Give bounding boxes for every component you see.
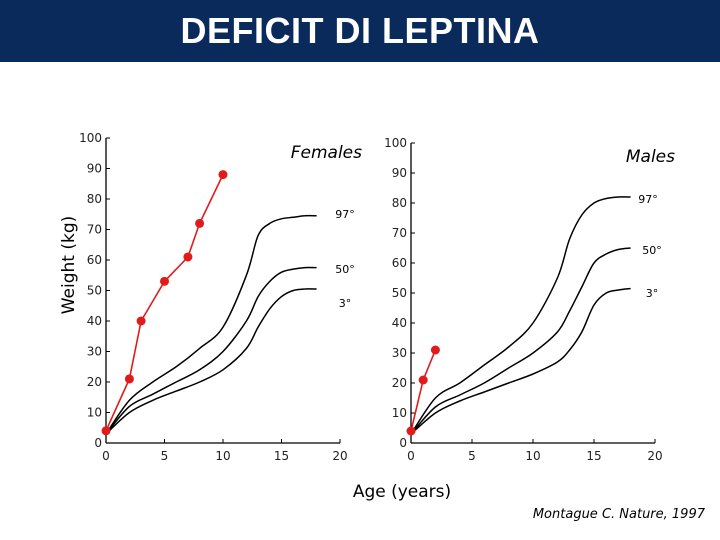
y-tick-label: 90	[392, 166, 407, 180]
y-tick-label: 30	[392, 346, 407, 360]
x-tick-label: 10	[525, 449, 540, 463]
patient-data-point	[418, 375, 428, 385]
citation: Montague C. Nature, 1997	[533, 507, 706, 522]
patient-data-point	[195, 218, 205, 228]
percentile-label: 3°	[339, 297, 352, 310]
x-tick-label: 5	[161, 449, 169, 463]
y-tick-label: 80	[87, 192, 102, 206]
x-tick-label: 5	[468, 449, 476, 463]
percentile-label: 3°	[646, 287, 659, 300]
patient-data-point	[430, 345, 440, 355]
y-tick-label: 70	[87, 223, 102, 237]
y-tick-label: 0	[399, 436, 407, 450]
percentile-curve	[105, 288, 317, 435]
panel-title: Females	[291, 143, 362, 163]
females-chart: 0 10 20 30 40 50 60 70 80 90 100 0 5 10 15 20 Females 97°…	[79, 131, 362, 463]
percentile-label: 50°	[642, 244, 662, 257]
x-tick-label: 10	[215, 449, 230, 463]
y-tick-label: 70	[392, 226, 407, 240]
x-tick-label: 20	[647, 449, 662, 463]
x-tick-label: 0	[102, 449, 110, 463]
x-tick-label: 20	[332, 449, 347, 463]
y-tick-label: 60	[392, 256, 407, 270]
y-tick-label: 10	[392, 406, 407, 420]
y-tick-label: 80	[392, 196, 407, 210]
y-axis-label: Weight (kg)	[59, 216, 79, 315]
y-tick-label: 40	[87, 314, 102, 328]
y-tick-label: 20	[87, 375, 102, 389]
percentile-curve	[410, 196, 631, 435]
percentile-label: 97°	[638, 193, 658, 206]
patient-data-point	[160, 276, 169, 286]
x-axis-label: Age (years)	[353, 482, 451, 502]
y-tick-label: 100	[384, 136, 407, 150]
x-tick-label: 15	[274, 449, 289, 463]
y-tick-label: 100	[79, 131, 102, 145]
percentile-curve	[105, 214, 317, 435]
y-tick-label: 30	[87, 345, 102, 359]
y-tick-label: 50	[392, 286, 407, 300]
percentile-label: 50°	[335, 263, 355, 276]
patient-data-point	[218, 170, 228, 180]
percentile-curve	[105, 266, 317, 435]
y-tick-label: 50	[87, 284, 102, 298]
x-tick-label: 0	[407, 449, 415, 463]
y-tick-label: 90	[87, 162, 102, 176]
title-bar: DEFICIT DI LEPTINA	[0, 0, 720, 62]
patient-data-point	[101, 426, 111, 436]
y-tick-label: 40	[392, 316, 407, 330]
patient-data-point	[183, 252, 193, 262]
y-tick-label: 10	[87, 406, 102, 420]
percentile-curve	[410, 287, 631, 435]
percentile-curve	[410, 247, 631, 435]
y-tick-label: 20	[392, 376, 407, 390]
page-title: DEFICIT DI LEPTINA	[180, 10, 540, 51]
percentile-label: 97°	[335, 208, 355, 221]
males-chart: 0 10 20 30 40 50 60 70 80 90 100 0 5 10 15 20 Males 97° 50…	[384, 136, 675, 463]
x-tick-label: 15	[586, 449, 601, 463]
patient-data-point	[124, 374, 134, 384]
panel-title: Males	[626, 147, 675, 167]
y-tick-label: 60	[87, 253, 102, 267]
patient-data-point	[136, 316, 146, 326]
patient-weight-line	[105, 174, 224, 432]
y-tick-label: 0	[94, 436, 102, 450]
patient-data-point	[406, 426, 416, 436]
